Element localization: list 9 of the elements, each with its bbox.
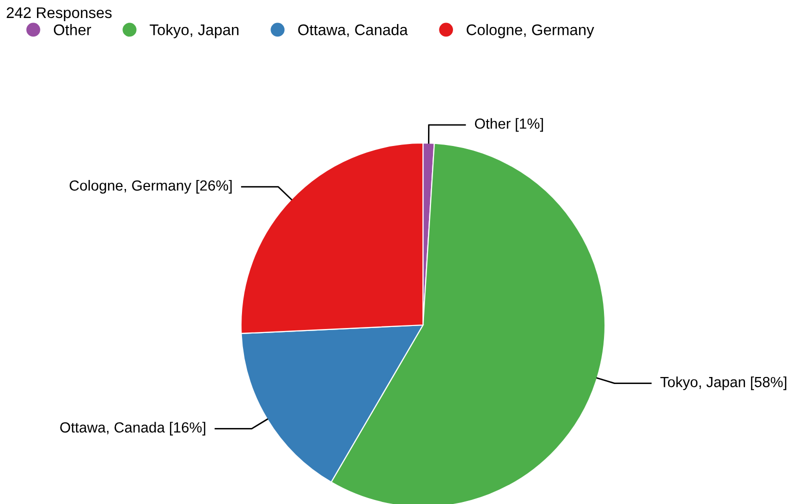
legend-label: Cologne, Germany: [466, 24, 594, 38]
legend-label: Other: [54, 24, 92, 36]
legend-label: Tokyo, Japan: [150, 24, 238, 38]
chart-title: 242 Responses: [6, 7, 112, 22]
category-label: Cologne, Germany [26%]: [70, 180, 232, 194]
legend-label: Ottawa, Canada: [298, 24, 408, 38]
category-label: Other [1%]: [474, 118, 543, 132]
category-label: Ottawa, Canada [16%]: [60, 422, 206, 436]
category-label: Tokyo, Japan [58%]: [660, 376, 786, 390]
